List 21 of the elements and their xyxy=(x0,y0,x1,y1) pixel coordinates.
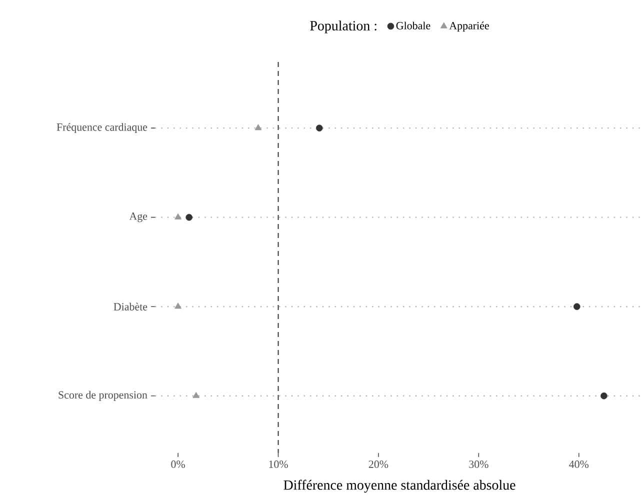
y-tick-label: Diabète xyxy=(114,302,148,310)
point xyxy=(254,124,262,130)
point xyxy=(186,214,192,221)
x-tick-label: 40% xyxy=(569,460,589,468)
legend-title: Population : xyxy=(310,20,376,34)
y-tick-label: Score de propension xyxy=(58,390,148,401)
point xyxy=(174,302,182,309)
point xyxy=(192,392,200,398)
point xyxy=(174,213,182,220)
x-axis-title: Différence moyenne standardisée absolue xyxy=(284,480,516,493)
point xyxy=(573,303,580,310)
legend-label: Appariée xyxy=(449,22,489,32)
point xyxy=(316,124,323,132)
x-tick-label: 10% xyxy=(269,460,288,468)
x-tick-label: 30% xyxy=(469,460,488,468)
y-tick-label: Fréquence cardiaque xyxy=(56,123,148,134)
x-tick-label: 20% xyxy=(368,460,388,468)
y-tick-label: Age xyxy=(129,212,148,222)
point xyxy=(600,392,608,400)
legend-label: Globale xyxy=(396,22,430,30)
x-tick-label: 0% xyxy=(171,460,185,468)
